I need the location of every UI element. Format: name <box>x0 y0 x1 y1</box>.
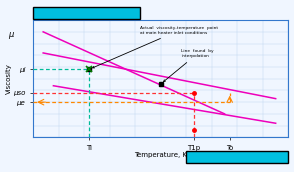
X-axis label: Temperature, K: Temperature, K <box>134 152 187 158</box>
Text: μ: μ <box>9 30 14 39</box>
FancyBboxPatch shape <box>186 151 288 163</box>
Text: Line  found  by
interpolation: Line found by interpolation <box>163 49 214 82</box>
FancyBboxPatch shape <box>33 7 140 19</box>
Y-axis label: Viscosity: Viscosity <box>6 63 11 94</box>
Text: Actual  viscosity-temperature  point
at main heater inlet conditions: Actual viscosity-temperature point at ma… <box>93 26 218 68</box>
